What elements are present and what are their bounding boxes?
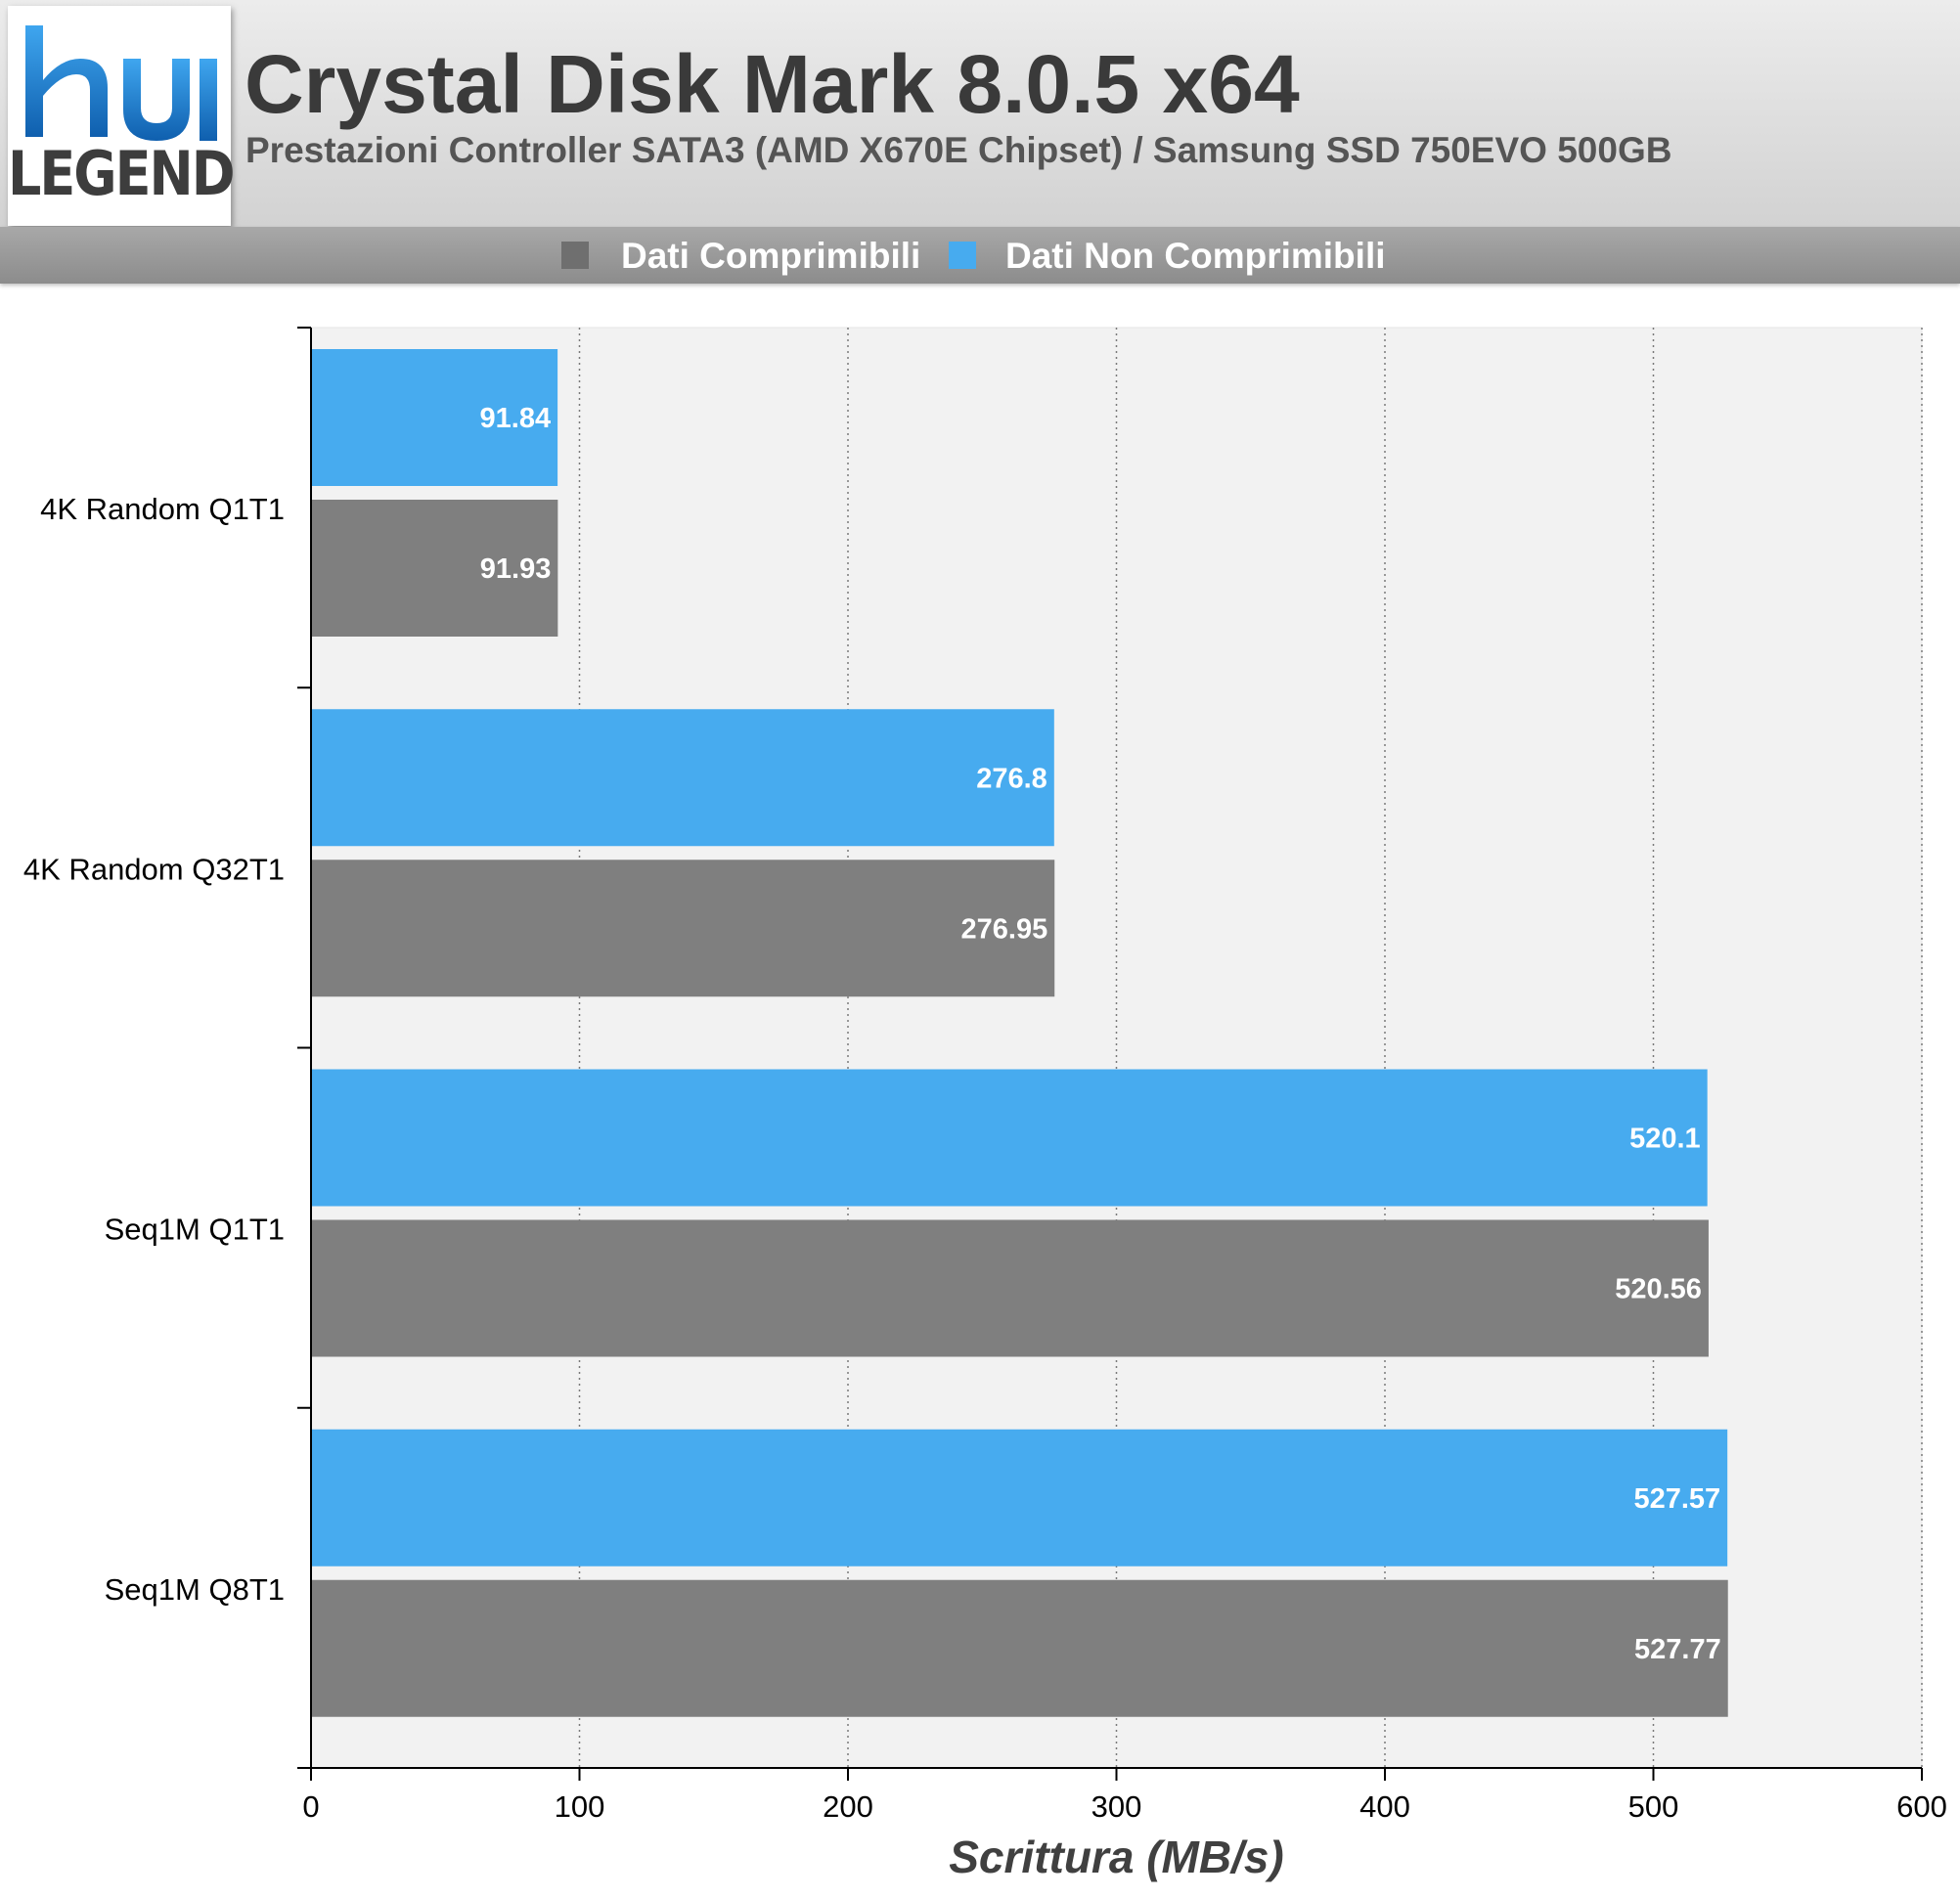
chart-legend: Dati Comprimibili Dati Non Comprimibili: [0, 227, 1960, 284]
chart-title: Crystal Disk Mark 8.0.5 x64: [245, 38, 1300, 130]
x-tick-label: 0: [302, 1789, 319, 1824]
bar-compressible-1: [311, 860, 1055, 997]
x-tick-label: 600: [1896, 1789, 1947, 1824]
data-label: 520.1: [1629, 1124, 1701, 1155]
x-axis-title: Scrittura (MB/s): [949, 1832, 1283, 1882]
category-label: 4K Random Q1T1: [40, 492, 285, 526]
x-tick-label: 300: [1091, 1789, 1142, 1824]
x-tick-label: 100: [555, 1789, 605, 1824]
data-label: 527.57: [1633, 1483, 1720, 1515]
data-label: 91.84: [480, 403, 552, 434]
bar-non-compressible-3: [311, 1429, 1728, 1567]
category-label: Seq1M Q8T1: [105, 1572, 285, 1607]
category-label: 4K Random Q32T1: [23, 852, 285, 886]
chart-header: LEGEND Crystal Disk Mark 8.0.5 x64 Prest…: [0, 0, 1960, 227]
data-label: 520.56: [1615, 1274, 1702, 1305]
data-label: 276.8: [976, 763, 1047, 794]
legend-label-non-compressible: Dati Non Comprimibili: [1005, 236, 1386, 276]
x-tick-label: 200: [823, 1789, 873, 1824]
x-tick-label: 400: [1359, 1789, 1410, 1824]
bar-non-compressible-0: [311, 349, 558, 486]
bar-non-compressible-2: [311, 1069, 1708, 1207]
x-tick-label: 500: [1628, 1789, 1679, 1824]
site-logo[interactable]: LEGEND: [8, 6, 236, 226]
bar-non-compressible-1: [311, 709, 1054, 847]
data-label: 527.77: [1634, 1634, 1721, 1665]
bar-compressible-3: [311, 1579, 1728, 1717]
legend-swatch-non-compressible: [949, 242, 976, 269]
chart-subtitle: Prestazioni Controller SATA3 (AMD X670E …: [245, 130, 1672, 170]
data-label: 91.93: [480, 553, 552, 585]
bar-compressible-0: [311, 500, 558, 637]
bar-compressible-2: [311, 1219, 1709, 1357]
legend-swatch-compressible: [561, 242, 589, 269]
legend-label-compressible: Dati Comprimibili: [621, 236, 921, 276]
category-label: Seq1M Q1T1: [105, 1213, 285, 1247]
data-label: 276.95: [961, 913, 1048, 945]
logo-monogram-icon: [25, 25, 217, 141]
logo-text: LEGEND: [8, 138, 236, 209]
